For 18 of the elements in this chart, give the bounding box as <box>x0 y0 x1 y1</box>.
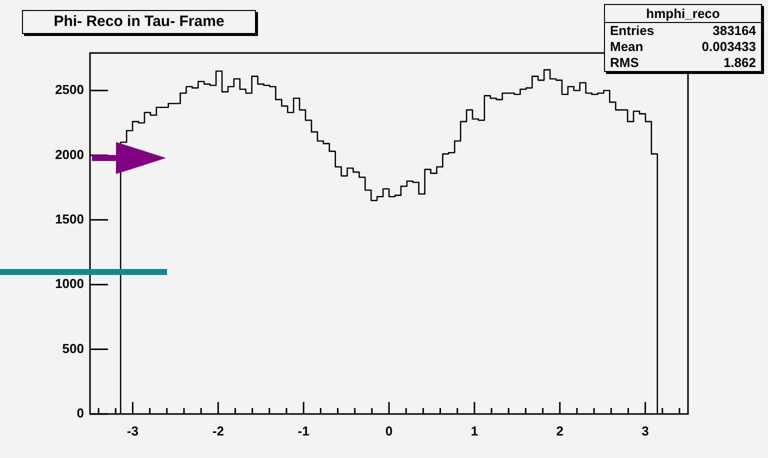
chart-title: Phi- Reco in Tau- Frame <box>22 10 256 34</box>
y-tick-label: 2500 <box>55 82 84 98</box>
x-tick-label: -3 <box>126 423 138 438</box>
y-tick-label: 0 <box>76 406 84 421</box>
y-tick-label: 500 <box>62 340 84 356</box>
x-tick-label: 0 <box>385 423 393 438</box>
x-tick-label: 3 <box>642 423 649 438</box>
x-tick-label: 1 <box>470 423 478 438</box>
text: Entries 383164 <box>610 23 756 38</box>
text: Mean 0.003433 <box>610 39 756 54</box>
y-tick-label: 2000 <box>55 146 84 162</box>
text: RMS 1.862 <box>610 55 756 70</box>
y-tick-label: 1500 <box>55 211 84 226</box>
y-tick-label: 1000 <box>55 276 84 292</box>
x-tick-label: 2 <box>556 423 564 438</box>
x-tick-label: -2 <box>212 423 224 438</box>
x-tick-label: -1 <box>298 423 310 438</box>
text: hmphi_reco <box>605 5 761 23</box>
